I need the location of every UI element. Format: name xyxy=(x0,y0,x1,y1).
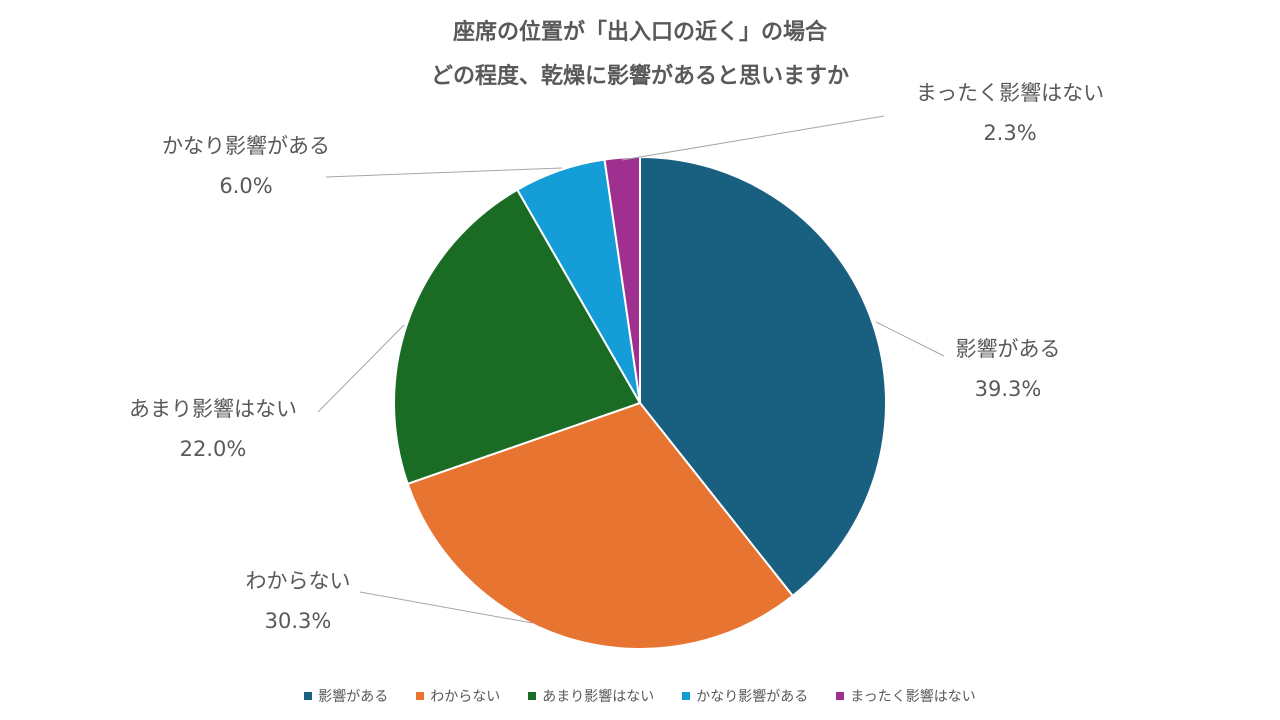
legend-label: わからない xyxy=(430,689,501,705)
legend-swatch xyxy=(416,692,425,700)
legend-label: かなり影響がある xyxy=(696,689,809,705)
legend-label: 影響がある xyxy=(318,689,389,705)
legend-swatch xyxy=(836,692,845,700)
legend-item: わからない xyxy=(416,686,500,706)
slice-label-value: 6.0% xyxy=(219,174,272,198)
leader-line xyxy=(317,324,405,413)
pie-slices xyxy=(393,155,887,650)
pie-slice xyxy=(639,155,887,598)
legend-item: 影響がある xyxy=(304,686,388,706)
legend-swatch xyxy=(528,692,537,700)
pie-slice xyxy=(393,188,642,486)
leader-line xyxy=(875,321,945,357)
slice-label-name: かなり影響がある xyxy=(162,134,330,158)
slice-label-name: まったく影響はない xyxy=(916,81,1104,105)
slice-label-value: 2.3% xyxy=(983,121,1036,145)
legend-item: あまり影響はない xyxy=(528,686,654,706)
leader-lines xyxy=(317,115,945,624)
leader-line xyxy=(325,167,563,178)
chart-title-line-2: どの程度、乾燥に影響があると思いますか xyxy=(430,64,849,89)
leader-line xyxy=(621,115,885,161)
legend-swatch xyxy=(682,692,691,700)
slice-label-value: 22.0% xyxy=(180,437,247,461)
slice-labels: 影響がある 39.3% わからない 30.3% あまり影響はない 22.0% かなり影響があ… xyxy=(129,81,1104,633)
slice-label-name: 影響がある xyxy=(956,337,1061,361)
chart-title-line-1: 座席の位置が「出入口の近く」の場合 xyxy=(452,20,827,45)
leader-line xyxy=(359,591,533,624)
legend-item: かなり影響がある xyxy=(682,686,808,706)
legend-label: あまり影響はない xyxy=(542,689,655,705)
legend-item: まったく影響はない xyxy=(836,686,976,706)
slice-label-name: あまり影響はない xyxy=(129,397,297,421)
slice-label-name: わからない xyxy=(246,569,351,593)
slice-label-value: 39.3% xyxy=(975,377,1042,401)
pie-slice xyxy=(406,401,795,650)
chart-legend: 影響がある わからない あまり影響はない かなり影響がある まったく影響はない xyxy=(0,686,1280,706)
slice-label-value: 30.3% xyxy=(265,609,332,633)
legend-swatch xyxy=(304,692,313,700)
legend-label: まったく影響はない xyxy=(850,689,976,705)
